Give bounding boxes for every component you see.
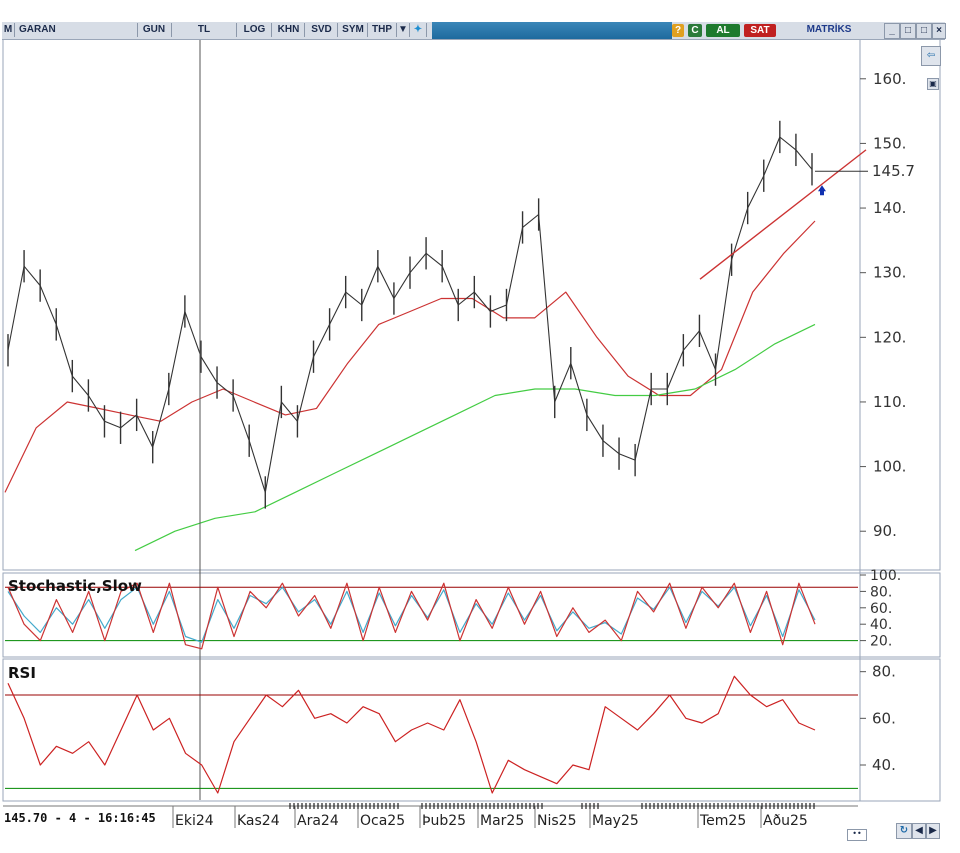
x-tick-label: Ara24 — [297, 813, 339, 829]
symbol-field[interactable]: GARAN — [15, 23, 138, 37]
rsi-line — [7, 675, 816, 794]
maximize-icon[interactable]: □ — [916, 23, 932, 39]
rsi-tick-label: 40. — [872, 756, 896, 774]
minimize-icon[interactable]: _ — [884, 23, 900, 39]
log-button[interactable]: LOG — [238, 23, 272, 37]
buy-button[interactable]: AL — [706, 24, 740, 37]
stochastic-title: Stochastic,Slow — [8, 577, 142, 595]
c-button[interactable]: C — [688, 24, 702, 37]
price-tick-label: 140. — [873, 199, 906, 217]
period-button[interactable]: GUN — [137, 23, 172, 37]
x-tick-label: Mar25 — [480, 813, 524, 829]
stoch-tick-label: 80. — [870, 584, 892, 600]
price-tick-label: 130. — [873, 264, 906, 282]
price-tick-label: 160. — [873, 70, 906, 88]
sym-button[interactable]: SYM — [339, 23, 368, 37]
x-tick-label: Aðu25 — [763, 813, 808, 829]
scroll-handle[interactable]: •• — [847, 829, 867, 841]
brand-label: MATRİKS — [806, 24, 852, 35]
toolbar-spacer — [432, 22, 672, 39]
price-tick-label: 150. — [873, 134, 906, 152]
rsi-title: RSI — [8, 664, 36, 682]
refresh-icon[interactable]: ↻ — [896, 823, 912, 839]
x-tick-label: Nis25 — [537, 813, 576, 829]
x-tick-label: Oca25 — [360, 813, 405, 829]
stoch-tick-label: 100. — [870, 568, 901, 584]
price-tick-label: 120. — [873, 328, 906, 346]
last-price-label: 145.7 — [872, 162, 915, 180]
menu-m-button[interactable]: M — [2, 23, 15, 37]
panel-toggle-icon[interactable]: ▣ — [927, 78, 939, 90]
stoch-tick-label: 60. — [870, 601, 892, 617]
restore-icon[interactable]: □ — [900, 23, 916, 39]
close-icon[interactable]: × — [932, 23, 946, 39]
svd-button[interactable]: SVD — [306, 23, 338, 37]
stoch-k-line — [7, 582, 816, 650]
x-tick-label: Eki24 — [175, 813, 214, 829]
x-tick-label: Þub25 — [422, 813, 466, 829]
scroll-left-icon[interactable]: ◀ — [912, 823, 926, 839]
x-tick-label: Kas24 — [237, 813, 280, 829]
help-button[interactable]: ? — [672, 24, 684, 37]
toolbar: M GARAN GUN TL LOG KHN SVD SYM THP ▼ ✦ ?… — [2, 22, 946, 40]
price-line — [7, 136, 813, 493]
x-tick-label: Tem25 — [699, 813, 746, 829]
sell-button[interactable]: SAT — [744, 24, 776, 37]
currency-button[interactable]: TL — [172, 23, 237, 37]
collapse-arrow-icon[interactable]: ⇦ — [921, 46, 941, 66]
price-tick-label: 90. — [873, 522, 897, 540]
khn-button[interactable]: KHN — [273, 23, 305, 37]
scroll-right-icon[interactable]: ▶ — [926, 823, 940, 839]
twitter-icon[interactable]: ✦ — [410, 23, 427, 37]
rsi-tick-label: 80. — [872, 663, 896, 681]
rsi-tick-label: 60. — [872, 709, 896, 727]
day-ticks — [289, 803, 815, 809]
status-readout: 145.70 - 4 - 16:16:45 — [4, 811, 156, 825]
up-arrow-icon — [818, 185, 826, 196]
x-tick-label: May25 — [592, 813, 639, 829]
price-tick-label: 110. — [873, 393, 906, 411]
thp-button[interactable]: THP — [368, 23, 397, 37]
price-tick-label: 100. — [873, 458, 906, 476]
stoch-tick-label: 40. — [870, 617, 892, 633]
ma-short-line — [4, 220, 816, 493]
ma-long-line — [134, 323, 816, 552]
price-panel — [2, 37, 941, 571]
stoch-tick-label: 20. — [870, 634, 892, 650]
dropdown-arrow-icon[interactable]: ▼ — [397, 23, 410, 37]
